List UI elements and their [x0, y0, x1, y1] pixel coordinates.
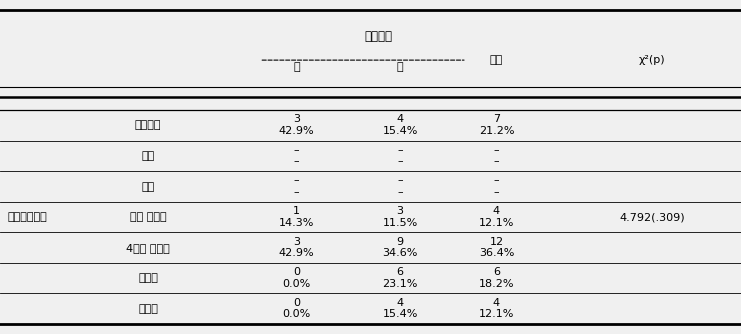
Text: χ²(p): χ²(p) [639, 55, 665, 65]
Text: –: – [494, 175, 499, 185]
Text: 0: 0 [293, 267, 300, 277]
Text: 고졸: 고졸 [142, 182, 155, 192]
Text: 3: 3 [293, 114, 300, 124]
Text: 15.4%: 15.4% [382, 309, 418, 319]
Text: 7: 7 [493, 114, 500, 124]
Text: –: – [293, 175, 299, 185]
Text: 15.4%: 15.4% [382, 126, 418, 136]
Text: 34.6%: 34.6% [382, 248, 418, 258]
Text: –: – [397, 187, 403, 197]
Text: 3: 3 [293, 236, 300, 246]
Text: 희망최종학력: 희망최종학력 [7, 212, 47, 222]
Text: 4: 4 [396, 298, 404, 308]
Text: 18.2%: 18.2% [479, 279, 514, 289]
Text: 21.2%: 21.2% [479, 126, 514, 136]
Text: 14.3%: 14.3% [279, 217, 314, 227]
Text: 11.5%: 11.5% [382, 217, 418, 227]
Text: –: – [494, 157, 499, 167]
Text: 0.0%: 0.0% [282, 279, 310, 289]
Text: 석사졸: 석사졸 [139, 273, 158, 283]
Text: 4: 4 [493, 206, 500, 216]
Text: –: – [494, 187, 499, 197]
Text: 3: 3 [396, 206, 404, 216]
Text: 1: 1 [293, 206, 300, 216]
Text: –: – [494, 145, 499, 155]
Text: 12.1%: 12.1% [479, 309, 514, 319]
Text: –: – [293, 187, 299, 197]
Text: 4: 4 [493, 298, 500, 308]
Text: 0: 0 [293, 298, 300, 308]
Text: 12.1%: 12.1% [479, 217, 514, 227]
Text: 9: 9 [396, 236, 404, 246]
Text: 12: 12 [489, 236, 504, 246]
Text: –: – [397, 175, 403, 185]
Text: 박사졸: 박사졸 [139, 304, 158, 314]
Text: 상관없음: 상관없음 [135, 121, 162, 131]
Text: 36.4%: 36.4% [479, 248, 514, 258]
Text: 6: 6 [396, 267, 404, 277]
Text: 0.0%: 0.0% [282, 309, 310, 319]
Text: –: – [397, 145, 403, 155]
Text: –: – [293, 157, 299, 167]
Text: 42.9%: 42.9% [279, 126, 314, 136]
Text: 4: 4 [396, 114, 404, 124]
Text: 전체: 전체 [490, 55, 503, 65]
Text: 42.9%: 42.9% [279, 248, 314, 258]
Text: –: – [293, 145, 299, 155]
Text: 4년제 대학졸: 4년제 대학졸 [126, 242, 170, 253]
Text: –: – [397, 157, 403, 167]
Text: 6: 6 [493, 267, 500, 277]
Text: 23.1%: 23.1% [382, 279, 418, 289]
Text: 중졸: 중졸 [142, 151, 155, 161]
Text: 부: 부 [397, 62, 403, 72]
Text: 4.792(.309): 4.792(.309) [619, 212, 685, 222]
Text: 전문 대학졸: 전문 대학졸 [130, 212, 167, 222]
Text: 유: 유 [293, 62, 299, 72]
Text: 교육여부: 교육여부 [364, 30, 392, 43]
